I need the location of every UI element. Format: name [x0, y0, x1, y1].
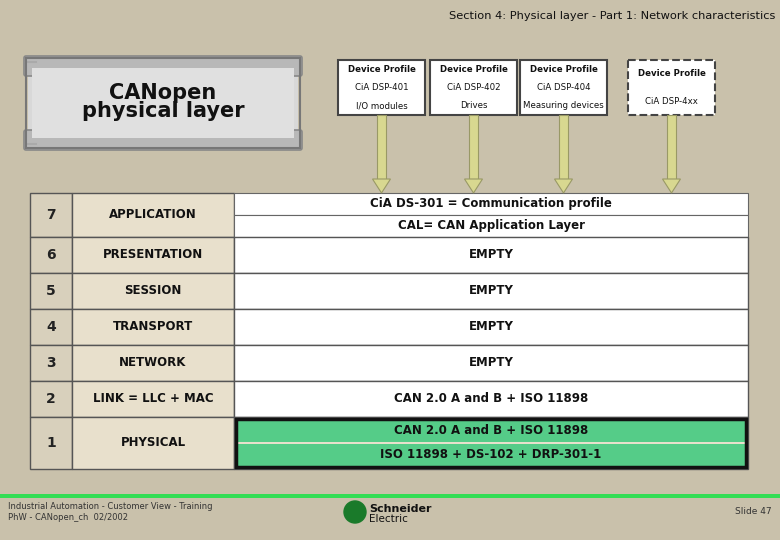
Text: Industrial Automation - Customer View - Training: Industrial Automation - Customer View - … — [8, 502, 212, 511]
Text: PRESENTATION: PRESENTATION — [103, 248, 203, 261]
Bar — [234, 345, 748, 381]
Text: CiA DSP-401: CiA DSP-401 — [355, 83, 408, 92]
Text: CiA DS-301 = Communication profile: CiA DS-301 = Communication profile — [370, 198, 612, 211]
Bar — [30, 237, 72, 273]
Text: CiA DSP-404: CiA DSP-404 — [537, 83, 590, 92]
Text: Device Profile: Device Profile — [530, 65, 597, 73]
Bar — [237, 444, 745, 466]
Bar — [30, 273, 72, 309]
Polygon shape — [465, 179, 483, 193]
Bar — [72, 345, 234, 381]
Text: 6: 6 — [46, 248, 56, 262]
Polygon shape — [667, 115, 676, 179]
Bar — [234, 417, 748, 469]
Bar — [72, 193, 234, 237]
Text: 4: 4 — [46, 320, 56, 334]
Bar — [234, 273, 748, 309]
Text: Measuring devices: Measuring devices — [523, 102, 604, 110]
Text: CiA DSP-402: CiA DSP-402 — [447, 83, 500, 92]
Bar — [30, 345, 72, 381]
Text: EMPTY: EMPTY — [469, 285, 513, 298]
Text: CANopen: CANopen — [109, 83, 217, 103]
Text: Device Profile: Device Profile — [348, 65, 416, 73]
Text: EMPTY: EMPTY — [469, 321, 513, 334]
Bar — [234, 309, 748, 345]
Text: Schneider: Schneider — [369, 504, 431, 514]
Text: EMPTY: EMPTY — [469, 248, 513, 261]
Text: 3: 3 — [46, 356, 56, 370]
Text: Electric: Electric — [369, 514, 408, 524]
Bar — [28, 70, 298, 136]
Text: SESSION: SESSION — [124, 285, 182, 298]
Text: Section 4: Physical layer - Part 1: Network characteristics: Section 4: Physical layer - Part 1: Netw… — [448, 11, 775, 21]
Polygon shape — [377, 115, 386, 179]
Bar — [72, 309, 234, 345]
Bar — [30, 381, 72, 417]
Text: physical layer: physical layer — [82, 101, 244, 121]
Text: NETWORK: NETWORK — [119, 356, 186, 369]
Bar — [72, 381, 234, 417]
Bar — [430, 60, 517, 115]
Bar — [234, 193, 748, 215]
Bar — [236, 419, 746, 467]
Bar — [628, 60, 715, 115]
Bar — [30, 193, 72, 237]
Bar — [0, 494, 780, 498]
Text: Slide 47: Slide 47 — [736, 507, 772, 516]
Text: I/O modules: I/O modules — [356, 102, 407, 110]
Text: 1: 1 — [46, 436, 56, 450]
Polygon shape — [555, 179, 573, 193]
Text: CiA DSP-4xx: CiA DSP-4xx — [645, 97, 698, 106]
Text: LINK = LLC + MAC: LINK = LLC + MAC — [93, 393, 213, 406]
FancyBboxPatch shape — [24, 56, 302, 76]
Bar — [234, 237, 748, 273]
Text: TRANSPORT: TRANSPORT — [113, 321, 193, 334]
Text: 5: 5 — [46, 284, 56, 298]
Bar — [30, 417, 72, 469]
Circle shape — [344, 501, 366, 523]
Text: CAL= CAN Application Layer: CAL= CAN Application Layer — [398, 219, 584, 233]
Polygon shape — [559, 115, 568, 179]
FancyBboxPatch shape — [24, 130, 302, 150]
Bar — [520, 60, 607, 115]
Text: 7: 7 — [46, 208, 56, 222]
Bar — [237, 420, 745, 442]
Text: PHYSICAL: PHYSICAL — [120, 436, 186, 449]
Text: APPLICATION: APPLICATION — [109, 208, 197, 221]
Text: 2: 2 — [46, 392, 56, 406]
Bar — [338, 60, 425, 115]
Text: ISO 11898 + DS-102 + DRP-301-1: ISO 11898 + DS-102 + DRP-301-1 — [381, 449, 601, 462]
Bar — [72, 417, 234, 469]
Bar — [26, 58, 300, 148]
Text: Device Profile: Device Profile — [637, 69, 705, 78]
Bar — [234, 215, 748, 237]
Text: CAN 2.0 A and B + ISO 11898: CAN 2.0 A and B + ISO 11898 — [394, 424, 588, 437]
Text: Device Profile: Device Profile — [440, 65, 508, 73]
Bar — [234, 381, 748, 417]
Polygon shape — [469, 115, 478, 179]
Bar — [72, 237, 234, 273]
Polygon shape — [373, 179, 391, 193]
Bar — [32, 68, 294, 138]
Text: PhW - CANopen_ch  02/2002: PhW - CANopen_ch 02/2002 — [8, 513, 128, 522]
Text: Drives: Drives — [459, 102, 488, 110]
Text: EMPTY: EMPTY — [469, 356, 513, 369]
Bar — [72, 273, 234, 309]
Text: CAN 2.0 A and B + ISO 11898: CAN 2.0 A and B + ISO 11898 — [394, 393, 588, 406]
Polygon shape — [662, 179, 680, 193]
Bar — [30, 309, 72, 345]
